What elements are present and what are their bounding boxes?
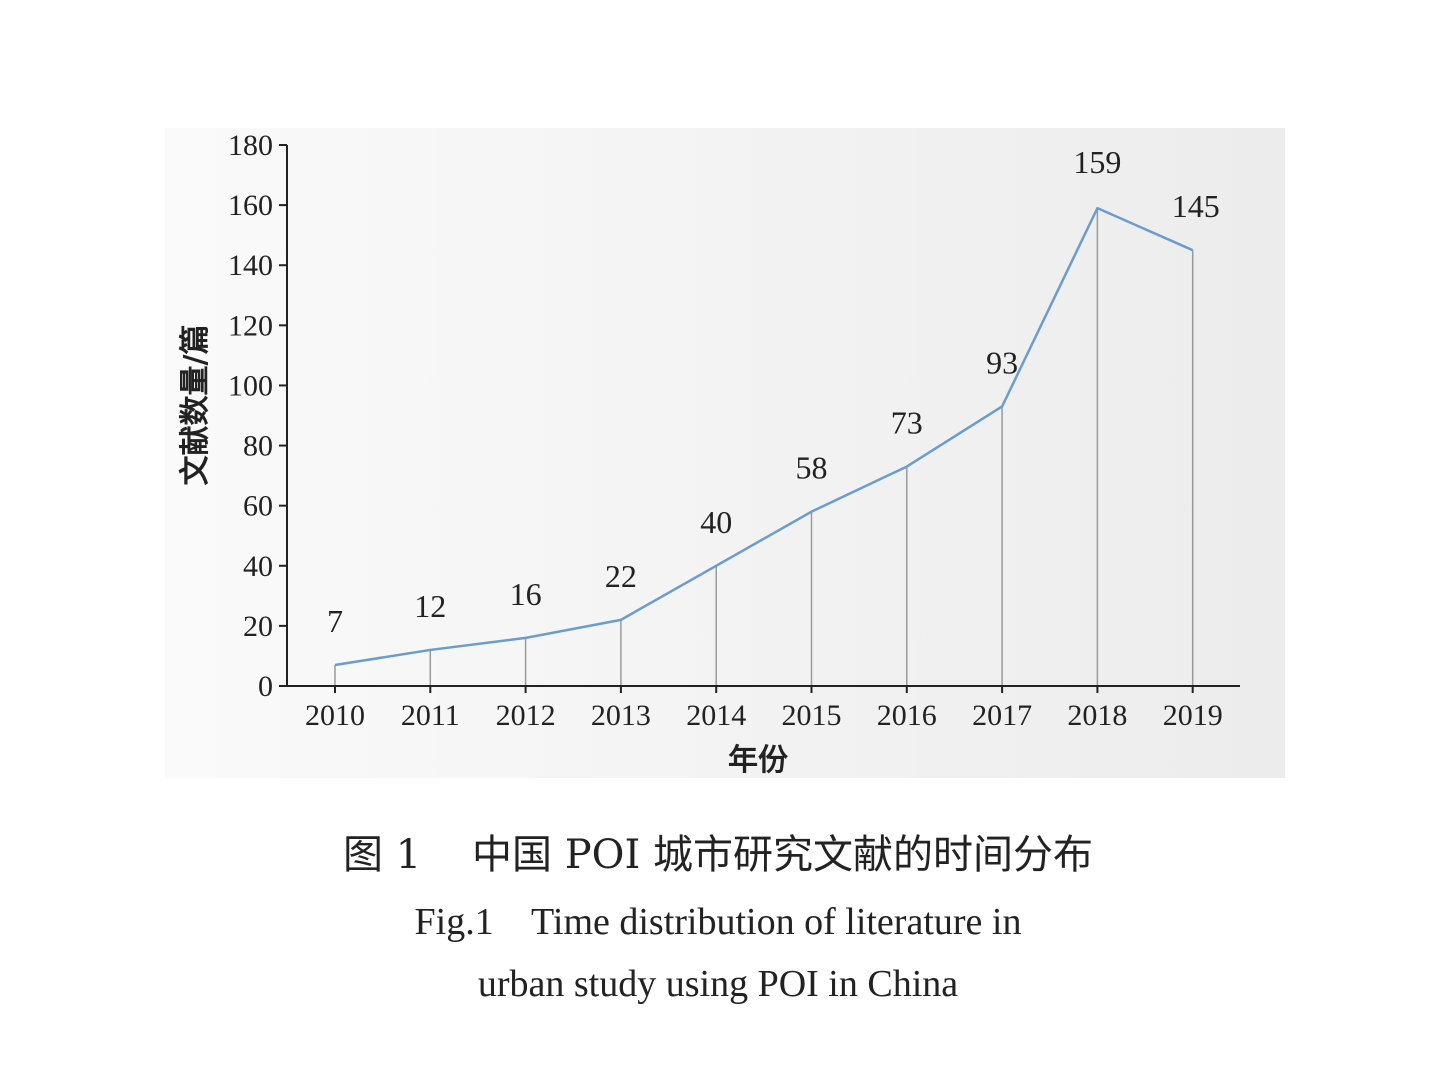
data-label: 40 bbox=[700, 504, 732, 540]
y-tick-label: 20 bbox=[243, 610, 273, 643]
x-tick-label: 2018 bbox=[1067, 699, 1127, 732]
x-tick-label: 2013 bbox=[591, 699, 651, 732]
x-tick-label: 2012 bbox=[496, 699, 556, 732]
x-tick-label: 2015 bbox=[782, 699, 842, 732]
chart-background bbox=[165, 128, 1285, 778]
figure-caption-en-line1: Fig.1 Time distribution of literature in bbox=[414, 901, 1022, 943]
y-tick-label: 80 bbox=[243, 430, 273, 463]
axes bbox=[286, 145, 1240, 687]
series-line bbox=[334, 206, 1194, 667]
y-tick-label: 0 bbox=[258, 670, 273, 703]
x-ticks: 2010 2011 2012 2013 2014 2015 2016 2017 2018 2019 bbox=[305, 686, 1223, 732]
data-labels: 7 12 16 22 40 58 73 93 159 145 bbox=[327, 144, 1220, 639]
x-tick-label: 2014 bbox=[686, 699, 746, 732]
data-label: 16 bbox=[510, 576, 542, 612]
y-ticks: 0 20 40 60 80 100 120 140 160 180 bbox=[228, 129, 287, 703]
y-tick-label: 180 bbox=[228, 129, 273, 162]
y-tick-label: 160 bbox=[228, 189, 273, 222]
data-label: 58 bbox=[796, 450, 828, 486]
x-tick-label: 2010 bbox=[305, 699, 365, 732]
x-tick-label: 2019 bbox=[1163, 699, 1223, 732]
y-axis-title: 文献数量/篇 bbox=[178, 325, 213, 486]
y-tick-label: 120 bbox=[228, 309, 273, 342]
data-label: 145 bbox=[1172, 188, 1220, 224]
data-label: 159 bbox=[1073, 144, 1121, 180]
data-label: 12 bbox=[414, 588, 446, 624]
y-tick-label: 60 bbox=[243, 490, 273, 523]
figure-caption-cn: 图 1 中国 POI 城市研究文献的时间分布 bbox=[343, 832, 1093, 878]
x-tick-label: 2011 bbox=[401, 699, 460, 732]
x-tick-label: 2016 bbox=[877, 699, 937, 732]
y-tick-label: 40 bbox=[243, 550, 273, 583]
data-label: 73 bbox=[891, 405, 923, 441]
x-axis-title: 年份 bbox=[728, 743, 788, 778]
data-label: 22 bbox=[605, 558, 637, 594]
data-label: 7 bbox=[327, 603, 343, 639]
data-label: 93 bbox=[986, 344, 1018, 380]
y-tick-label: 140 bbox=[228, 249, 273, 282]
y-tick-label: 100 bbox=[228, 369, 273, 402]
x-tick-label: 2017 bbox=[972, 699, 1032, 732]
drop-lines bbox=[334, 208, 1194, 686]
figure-caption-en-line2: urban study using POI in China bbox=[477, 963, 959, 1005]
